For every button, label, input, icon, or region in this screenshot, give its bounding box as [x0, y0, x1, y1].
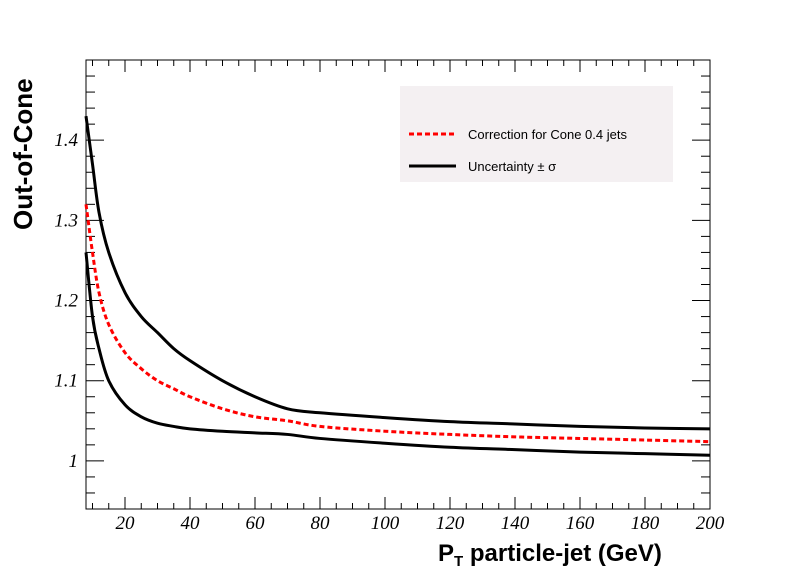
x-tick-label: 160	[566, 513, 595, 534]
x-tick-label: 200	[696, 513, 725, 534]
y-tick-label: 1.1	[54, 371, 78, 392]
y-tick-label: 1.2	[54, 291, 78, 312]
axis-ticks	[86, 59, 711, 509]
tick-labels: 20 40 60 80 100 120 140 160 180 200 1 1.1 1.2 1.3 1.4	[54, 130, 725, 534]
y-axis-title: Out-of-Cone	[8, 78, 38, 230]
y-tick-label: 1.4	[54, 130, 78, 151]
y-tick-label: 1	[69, 451, 79, 472]
legend-label-correction: Correction for Cone 0.4 jets	[468, 127, 627, 142]
y-tick-label: 1.3	[54, 210, 78, 231]
series-group	[84, 115, 711, 457]
x-tick-label: 100	[371, 513, 400, 534]
x-tick-label: 140	[501, 513, 530, 534]
series-uncertainty-lower	[84, 252, 711, 457]
x-tick-label: 20	[116, 513, 136, 534]
series-correction	[84, 204, 711, 444]
x-tick-label: 80	[311, 513, 331, 534]
x-tick-label: 40	[181, 513, 201, 534]
legend: Correction for Cone 0.4 jets Uncertainty…	[400, 86, 673, 182]
x-axis-title: PT particle-jet (GeV)	[438, 540, 662, 570]
series-uncertainty-upper	[84, 115, 711, 431]
x-axis-title-sub: T	[454, 553, 463, 570]
x-tick-label: 120	[436, 513, 465, 534]
x-tick-label: 60	[246, 513, 266, 534]
x-tick-label: 180	[631, 513, 660, 534]
x-axis-title-rest: particle-jet (GeV)	[463, 540, 662, 567]
legend-label-uncertainty: Uncertainty ± σ	[468, 159, 556, 174]
x-axis-title-main: P	[438, 540, 454, 567]
